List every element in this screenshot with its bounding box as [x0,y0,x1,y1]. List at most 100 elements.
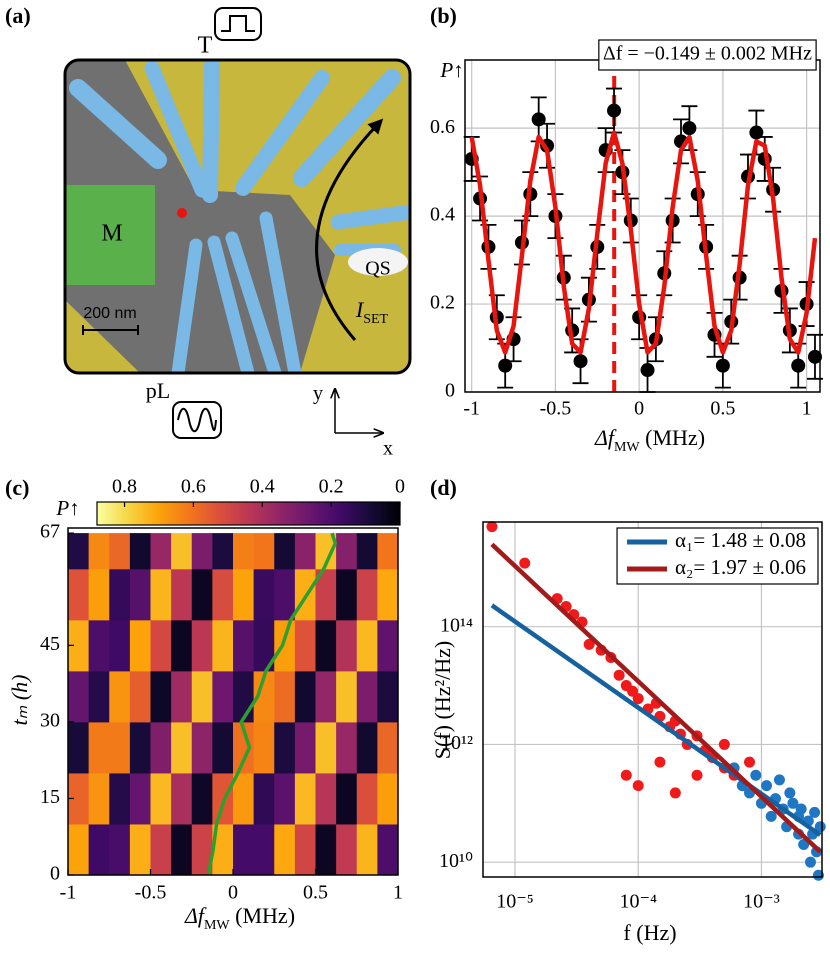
heatmap-cell [191,823,213,876]
x-axis-label-part: Δf [184,903,207,928]
data-point [632,780,644,792]
heatmap-cell [315,772,337,825]
heatmap-cell [356,721,378,774]
heatmap-cell [253,619,275,672]
heatmap-cell [315,721,337,774]
y-tick-label: 0 [50,863,60,885]
heatmap-cell [315,823,337,876]
data-point [718,738,730,750]
x-axis-label-part: (MHz) [230,903,295,928]
heatmap-cell [68,823,90,876]
data-point [809,806,821,818]
heatmap-cell [253,823,275,876]
x-tick-label: 0 [228,882,238,904]
colorbar-tick-label: 0.6 [181,476,206,498]
data-point [620,769,632,781]
heatmap-cell [68,619,90,672]
magnet [65,185,155,285]
heatmap-cell [68,568,90,621]
heatmap-cell [150,619,172,672]
heatmap-cell [191,721,213,774]
heatmap-cell [109,619,131,672]
x-axis-label: f (Hz) [623,920,676,945]
heatmap-cell [109,533,131,570]
heatmap-cell [129,823,151,876]
heatmap-cell [212,619,234,672]
heatmap-cell [88,772,110,825]
y-axis-label: P↑ [439,58,463,82]
heatmap-cell [294,670,316,723]
x-tick-label: 0.5 [303,882,328,904]
y-tick-label: 0.2 [430,292,455,314]
heatmap-cell [171,823,193,876]
data-point [583,638,595,650]
heatmap-cell [150,670,172,723]
heatmap-cell [233,568,255,621]
data-point [640,363,655,378]
heatmap-cell [191,670,213,723]
heatmap-cell [294,823,316,876]
heatmap-cell [88,568,110,621]
heatmap-cell [68,721,90,774]
heatmap-cell [233,721,255,774]
heatmap-cell [212,670,234,723]
heatmap-cell [315,619,337,672]
heatmap-cell [129,533,151,570]
trace-line [206,532,338,876]
heatmap-cell [150,772,172,825]
heatmap-cell [191,619,213,672]
heatmap-cell [274,721,296,774]
fit-line [490,603,822,837]
heatmap-cell [88,670,110,723]
data-point [682,121,697,136]
colorbar [96,501,401,526]
data-point [787,797,799,809]
data-point [654,756,666,768]
y-tick-label: 67 [40,521,60,543]
heatmap-cell [315,533,337,570]
x-tick-label: 0 [634,398,644,420]
fit-line [490,542,822,854]
data-point [750,769,762,781]
heatmap-cell [356,670,378,723]
heatmap-cell [171,568,193,621]
colorbar-tick-label: 0 [395,476,405,498]
heatmap-cell [129,670,151,723]
pulse-shape [221,15,255,32]
heatmap-cell [191,568,213,621]
plot-frame [482,521,823,878]
image-frame [63,58,412,375]
heatmap-cell [356,823,378,876]
data-point [773,774,785,786]
sine-shape [177,407,217,433]
data-point [715,358,730,373]
heatmap-cell [88,533,110,570]
heatmap-cell [315,568,337,621]
x-tick-label: -0.5 [135,882,167,904]
heatmap-cell [109,772,131,825]
heatmap-cell [212,721,234,774]
heatmap-cell [68,533,90,570]
heatmap-cell [109,721,131,774]
heatmap-cell [150,823,172,876]
heatmap-cell [336,568,358,621]
y-tick-label: 0.6 [430,116,455,138]
heatmap-cell [274,670,296,723]
annotation-box [598,39,817,71]
data-point [795,803,807,815]
heatmap-cell [336,721,358,774]
heatmap-cell [129,721,151,774]
current-symbol: I [355,297,365,322]
data-point [632,693,644,705]
y-axis-label: S(f) (Hz²/Hz) [430,641,455,759]
panel-label: (b) [430,3,457,28]
axis-x-label: x [383,438,393,460]
heatmap-cell [377,772,399,825]
y-axis-label: tₘ (h) [7,675,32,726]
data-point [519,557,531,569]
heatmap-cell [294,721,316,774]
scale-bar-label: 200 nm [83,305,136,322]
y-tick-label: 15 [40,786,60,808]
